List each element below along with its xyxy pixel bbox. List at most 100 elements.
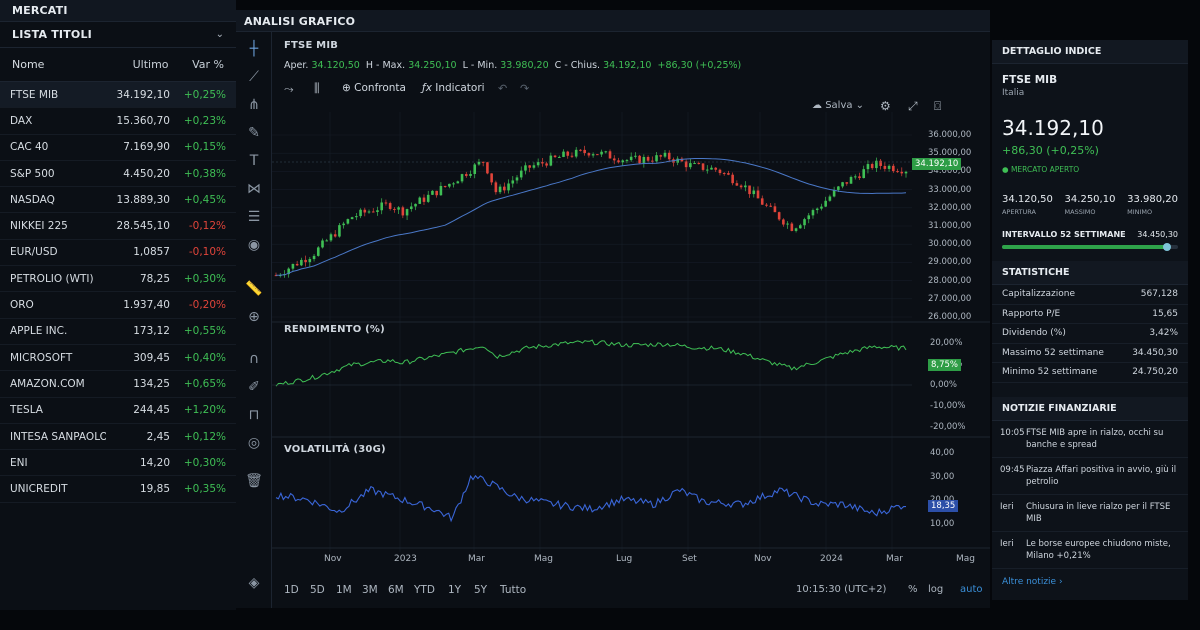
fibonacci-icon[interactable]: ☰ (247, 209, 261, 225)
range-button[interactable]: 5Y (474, 584, 488, 596)
watchlist-row[interactable]: TESLA 244,45 +1,20% (0, 398, 236, 424)
watchlist-row[interactable]: ORO 1.937,40 -0,20% (0, 292, 236, 319)
watchlist-row[interactable]: CAC 40 7.169,90 +0,15% (0, 135, 236, 161)
magnet-icon[interactable]: ∩ (248, 351, 260, 367)
save-button[interactable]: ☁ Salva ⌄ (812, 100, 865, 111)
col-name[interactable]: Nome (12, 58, 45, 71)
candle-body (435, 190, 438, 196)
indicators-button[interactable]: ƒx Indicatori (422, 82, 485, 94)
shapes-icon[interactable]: ◉ (247, 237, 261, 253)
more-news-link[interactable]: Altre notizie › (992, 569, 1188, 595)
candle-body (541, 162, 544, 164)
candle-type-icon[interactable]: ⫼ (314, 81, 320, 95)
pitchfork-icon[interactable]: ⋔ (248, 97, 260, 113)
percent-scale-toggle[interactable]: % (908, 584, 918, 595)
range-button[interactable]: 1Y (448, 584, 462, 596)
auto-scale-toggle[interactable]: auto (960, 584, 983, 595)
lock-drawings-icon[interactable]: ✐ (248, 379, 260, 395)
pattern-icon[interactable]: ⋈ (247, 181, 261, 197)
row-change: +0,55% (183, 325, 226, 338)
watchlist-row[interactable]: PETROLIO (WTI) 78,25 +0,30% (0, 266, 236, 293)
stats-title: STATISTICHE (992, 261, 1188, 285)
candle-body (380, 202, 384, 211)
candle-body (536, 162, 540, 166)
col-last[interactable]: Ultimo (132, 58, 169, 71)
row-change: +0,30% (183, 456, 226, 469)
camera-icon[interactable]: ⌼ (934, 99, 942, 113)
axis-tick-label: 32.000,00 (928, 202, 972, 213)
row-name: MICROSOFT (10, 351, 73, 364)
watchlist-row[interactable]: EUR/USD 1,0857 -0,10% (0, 240, 236, 267)
news-item[interactable]: 09:45 Piazza Affari positiva in avvio, gi… (992, 458, 1188, 495)
crosshair-icon[interactable]: ┼ (249, 41, 259, 57)
candle-body (367, 211, 371, 213)
chevron-down-icon[interactable]: ⌄ (215, 29, 224, 40)
watchlist-selector[interactable]: LISTA TITOLI ⌄ (0, 22, 236, 48)
candle-body (744, 185, 747, 188)
candle-body (371, 211, 375, 213)
settings-gear-icon[interactable]: ⚙ (880, 99, 891, 113)
row-change: +0,45% (183, 193, 226, 206)
watchlist-row[interactable]: UNICREDIT 19,85 +0,35% (0, 476, 236, 503)
detail-price: 34.192,10 (1002, 116, 1104, 140)
watchlist-row[interactable]: MICROSOFT 309,45 +0,40% (0, 345, 236, 372)
fullscreen-icon[interactable]: ⤢ (908, 99, 918, 113)
summary-stat-value: 34.120,50 (1002, 194, 1053, 205)
range-button[interactable]: 6M (388, 584, 404, 596)
market-status: ● MERCATO APERTO (1002, 165, 1178, 174)
candle-body (452, 183, 455, 185)
watchlist-row[interactable]: S&P 500 4.450,20 +0,38% (0, 161, 236, 188)
range-button[interactable]: 3M (362, 584, 378, 596)
candle-body (651, 160, 654, 162)
news-item[interactable]: Ieri Le borse europee chiudono miste, Mil… (992, 532, 1188, 569)
chart-canvas[interactable] (272, 32, 990, 608)
chart-area[interactable]: FTSE MIB Aper. 34.120,50 H - Max. 34.250… (272, 32, 990, 608)
watchlist-row[interactable]: NIKKEI 225 28.545,10 -0,12% (0, 213, 236, 240)
watchlist-row[interactable]: APPLE INC. 173,12 +0,55% (0, 319, 236, 345)
candle-body (760, 198, 764, 205)
trend-line-icon[interactable]: ⟋ (249, 69, 259, 85)
watchlist-row[interactable]: FTSE MIB 34.192,10 +0,25% (0, 82, 236, 109)
news-item[interactable]: 10:05 FTSE MIB apre in rialzo, occhi su b… (992, 421, 1188, 458)
redo-icon[interactable]: ↷ (520, 82, 530, 95)
candle-body (790, 223, 794, 231)
ruler-icon[interactable]: 📏 (245, 281, 263, 297)
range-button[interactable]: Tutto (500, 584, 527, 596)
watchlist-row[interactable]: ENI 14,20 +0,30% (0, 450, 236, 477)
time-tick-label: 2024 (820, 554, 843, 564)
candle-body (363, 209, 367, 213)
text-tool-icon[interactable]: T (249, 153, 259, 169)
summary-stat: 33.980,20 MINIMO (1127, 194, 1178, 216)
candle-body (862, 169, 866, 179)
watchlist-row[interactable]: AMAZON.COM 134,25 +0,65% (0, 371, 236, 398)
compare-label: Confronta (354, 82, 406, 94)
range-52w-fill (1002, 245, 1168, 249)
range-button[interactable]: 1D (284, 584, 299, 596)
brush-icon[interactable]: ✎ (248, 125, 260, 141)
stat-key: Massimo 52 settimane (1002, 347, 1104, 358)
watchlist-row[interactable]: NASDAQ 13.889,30 +0,45% (0, 187, 236, 214)
range-button[interactable]: YTD (414, 584, 435, 596)
layers-icon[interactable]: ◈ (248, 575, 260, 591)
candle-body (553, 155, 557, 158)
visibility-icon[interactable]: ◎ (247, 435, 261, 451)
compare-button[interactable]: ⊕ Confronta (342, 82, 406, 94)
log-scale-toggle[interactable]: log (928, 584, 944, 595)
high-value: 34.250,10 (408, 60, 457, 71)
col-change[interactable]: Var % (192, 58, 225, 71)
candle-body (490, 173, 493, 183)
trash-icon[interactable]: 🗑 (245, 473, 263, 489)
watchlist-row[interactable]: DAX 15.360,70 +0,23% (0, 108, 236, 135)
news-item[interactable]: Ieri Chiusura in lieve rialzo per il FTSE… (992, 495, 1188, 532)
lock-icon[interactable]: ⊓ (248, 407, 260, 423)
stat-value: 567,128 (1140, 289, 1178, 299)
candle-body (350, 217, 354, 220)
range-button[interactable]: 5D (310, 584, 325, 596)
undo-icon[interactable]: ↶ (498, 82, 508, 95)
range-button[interactable]: 1M (336, 584, 352, 596)
cursor-tool-icon[interactable]: ⤳ (284, 82, 294, 96)
zoom-icon[interactable]: ⊕ (248, 309, 260, 325)
candle-body (782, 219, 785, 225)
watchlist-row[interactable]: INTESA SANPAOLO 2,45 +0,12% (0, 424, 236, 451)
row-change: +0,38% (183, 167, 226, 180)
